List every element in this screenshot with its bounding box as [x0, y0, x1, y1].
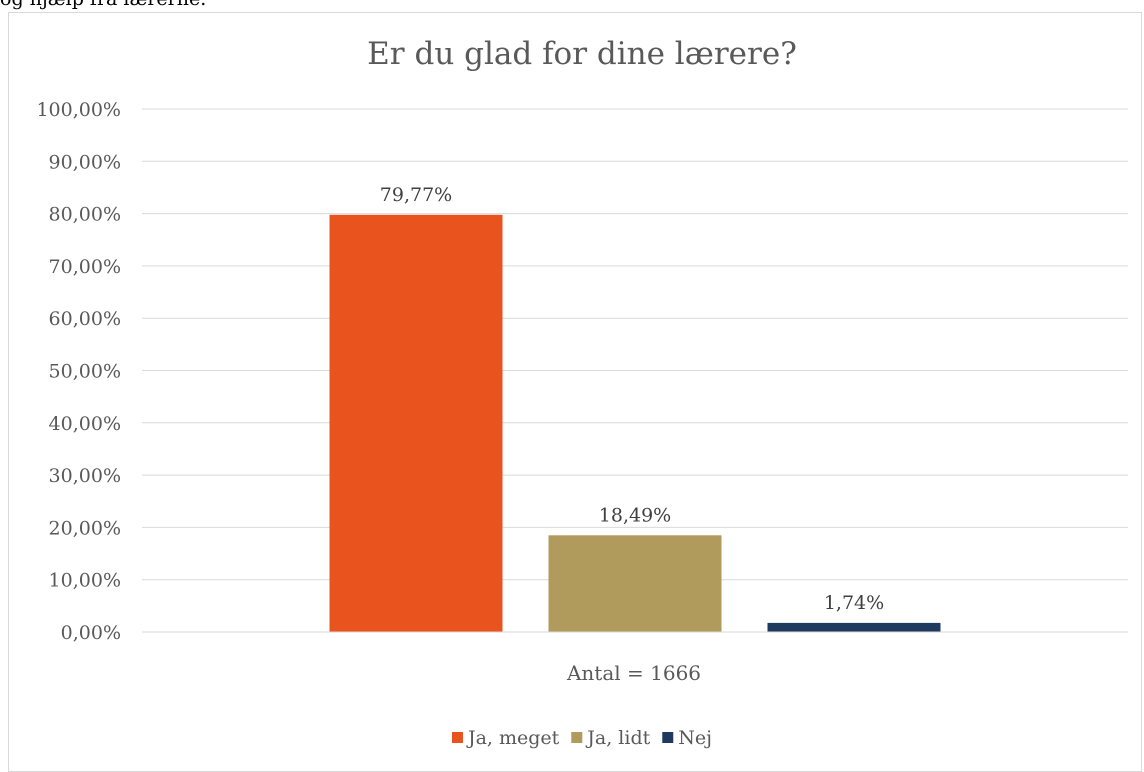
y-tick-label: 70,00% [49, 256, 121, 278]
legend-item: Nej [662, 727, 712, 749]
data-label: 18,49% [599, 504, 671, 526]
y-tick-label: 10,00% [49, 570, 121, 592]
bar [329, 214, 503, 632]
legend-label: Ja, meget [466, 727, 560, 749]
data-labels: 79,77% 18,49% 1,74% [380, 184, 884, 614]
data-label: 1,74% [824, 592, 884, 614]
legend-swatch [662, 732, 674, 743]
bars [329, 214, 941, 632]
y-tick-label: 90,00% [49, 151, 121, 173]
y-tick-label: 20,00% [49, 517, 121, 539]
chart-frame [8, 12, 1142, 772]
data-label: 79,77% [380, 184, 452, 206]
y-tick-label: 30,00% [49, 465, 121, 487]
bar [767, 622, 941, 632]
x-axis-category-label: Antal = 1666 [566, 661, 701, 685]
legend-label: Ja, lidt [585, 727, 650, 749]
y-tick-label: 100,00% [36, 99, 121, 121]
legend: Ja, meget Ja, lidt Nej [451, 727, 712, 749]
y-tick-label: 40,00% [49, 413, 121, 435]
bar [548, 535, 722, 632]
chart-title: Er du glad for dine lærere? [367, 36, 797, 72]
legend-item: Ja, lidt [571, 727, 651, 749]
legend-swatch [571, 732, 583, 743]
legend-label: Nej [678, 727, 712, 749]
y-tick-label: 60,00% [49, 308, 121, 330]
y-tick-label: 50,00% [49, 361, 121, 383]
y-tick-label: 80,00% [49, 204, 121, 226]
cut-off-page-text: og hjælp fra lærerne. [0, 0, 206, 10]
y-tick-label: 0,00% [61, 622, 121, 644]
legend-swatch [451, 732, 463, 743]
y-axis-tick-labels: 0,00% 10,00% 20,00% 30,00% 40,00% 50,00% 60,00… [36, 99, 121, 644]
legend-item: Ja, meget [451, 727, 560, 749]
